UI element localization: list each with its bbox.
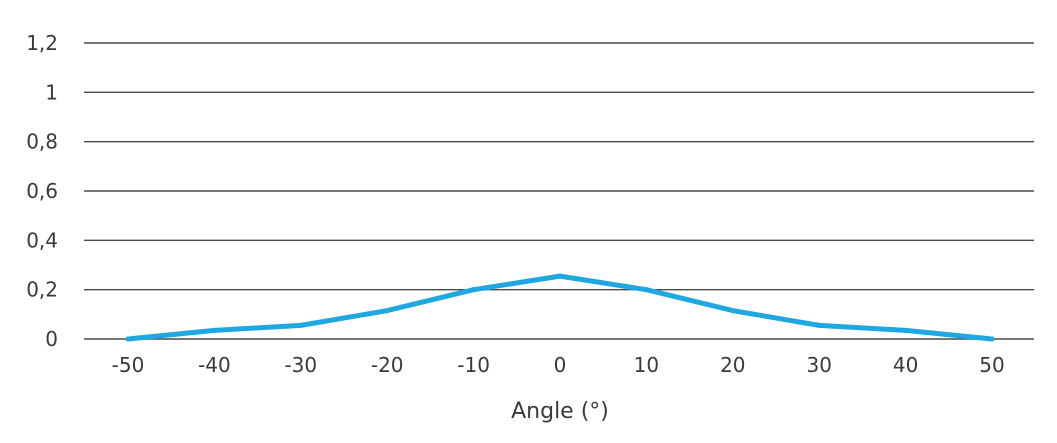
- y-tick-label: 1: [45, 80, 58, 104]
- data-point: [471, 287, 477, 293]
- data-point: [384, 308, 390, 314]
- x-tick-label: 30: [806, 353, 831, 377]
- data-point: [730, 308, 736, 314]
- x-tick-label: -30: [284, 353, 317, 377]
- x-tick-label: 50: [979, 353, 1004, 377]
- y-tick-label: 1,2: [26, 31, 58, 55]
- data-point: [643, 287, 649, 293]
- y-tick-label: 0,2: [26, 278, 58, 302]
- data-point: [903, 327, 909, 333]
- data-point: [298, 322, 304, 328]
- x-tick-label: -20: [371, 353, 404, 377]
- x-tick-label: 10: [634, 353, 659, 377]
- data-point: [989, 336, 995, 342]
- x-tick-label: 0: [554, 353, 567, 377]
- y-tick-label: 0,8: [26, 130, 58, 154]
- x-tick-label: 20: [720, 353, 745, 377]
- x-tick-label: -10: [457, 353, 490, 377]
- data-point: [816, 322, 822, 328]
- y-tick-label: 0,4: [26, 228, 58, 252]
- x-tick-label: 40: [893, 353, 918, 377]
- x-axis-ticks: -50 -40 -30 -20 -10 0 10 20 30 40 50: [112, 353, 1005, 377]
- series-layer: [125, 273, 995, 342]
- gridlines: [84, 42, 1034, 340]
- data-point: [557, 273, 563, 279]
- y-tick-label: 0,6: [26, 179, 58, 203]
- data-point: [211, 327, 217, 333]
- x-axis-title: Angle (°): [511, 399, 609, 424]
- y-tick-label: 0: [45, 327, 58, 351]
- series-line: [125, 273, 995, 342]
- x-tick-label: -50: [112, 353, 145, 377]
- y-axis-ticks: 0 0,2 0,4 0,6 0,8 1 1,2: [26, 31, 58, 351]
- x-tick-label: -40: [198, 353, 231, 377]
- data-point: [125, 336, 131, 342]
